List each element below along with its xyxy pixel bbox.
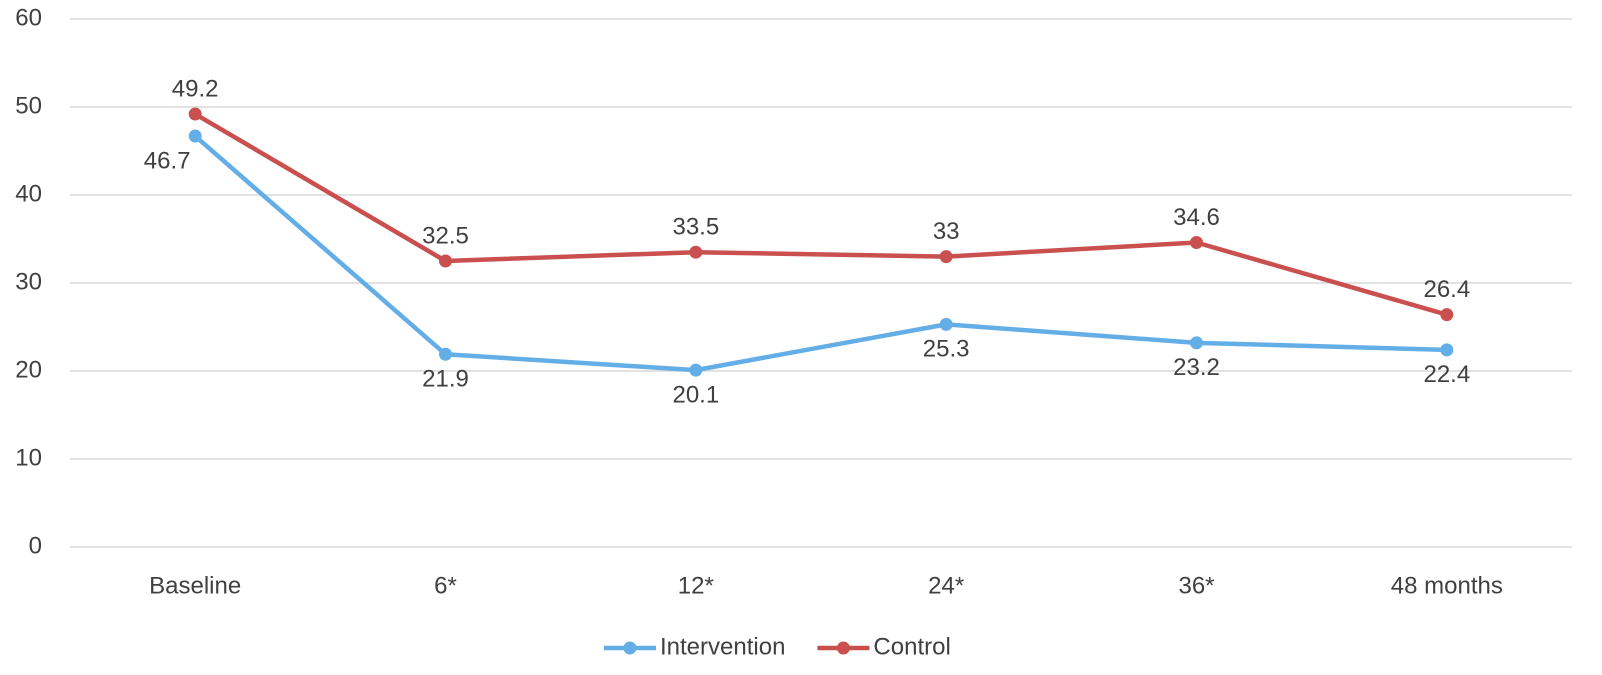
- y-tick-label: 40: [15, 180, 42, 207]
- y-tick-label: 60: [15, 4, 42, 31]
- marker: [1190, 236, 1203, 250]
- series-line: [194, 112, 1448, 317]
- legend-marker: [623, 641, 637, 655]
- marker: [188, 129, 202, 143]
- marker: [689, 363, 703, 377]
- marker: [439, 254, 452, 268]
- marker: [939, 317, 953, 331]
- legend-label: Control: [873, 633, 950, 660]
- legend-label: Intervention: [660, 633, 785, 660]
- x-tick-label: 12*: [678, 572, 714, 599]
- data-label: 25.3: [923, 336, 970, 363]
- marker: [689, 245, 703, 259]
- y-tick-label: 50: [15, 92, 42, 119]
- data-label: 26.4: [1423, 276, 1470, 303]
- x-tick-label: 6*: [434, 572, 457, 599]
- x-tick-label: 24*: [928, 572, 964, 599]
- marker: [1190, 336, 1203, 350]
- marker: [188, 107, 202, 121]
- data-label: 22.4: [1423, 361, 1470, 388]
- data-label: 34.6: [1173, 204, 1220, 231]
- marker: [1440, 343, 1454, 357]
- x-tick-label: Baseline: [149, 572, 241, 599]
- data-label: 33.5: [672, 214, 719, 241]
- data-label: 49.2: [172, 75, 219, 102]
- data-label: 46.7: [144, 147, 191, 174]
- data-label: 23.2: [1173, 354, 1220, 381]
- y-tick-label: 20: [15, 356, 42, 383]
- data-label: 21.9: [422, 366, 469, 393]
- y-tick-label: 30: [15, 268, 42, 295]
- marker: [1440, 308, 1454, 322]
- marker: [939, 250, 953, 264]
- data-label: 32.5: [422, 222, 469, 249]
- y-tick-label: 10: [15, 444, 42, 471]
- legend-marker: [836, 641, 850, 655]
- marker: [439, 347, 452, 361]
- x-tick-label: 36*: [1178, 572, 1214, 599]
- data-label: 33: [933, 218, 960, 245]
- series-line: [193, 134, 1447, 373]
- y-tick-label: 0: [29, 532, 42, 559]
- data-label: 20.1: [672, 381, 719, 408]
- x-tick-label: 48 months: [1391, 572, 1503, 599]
